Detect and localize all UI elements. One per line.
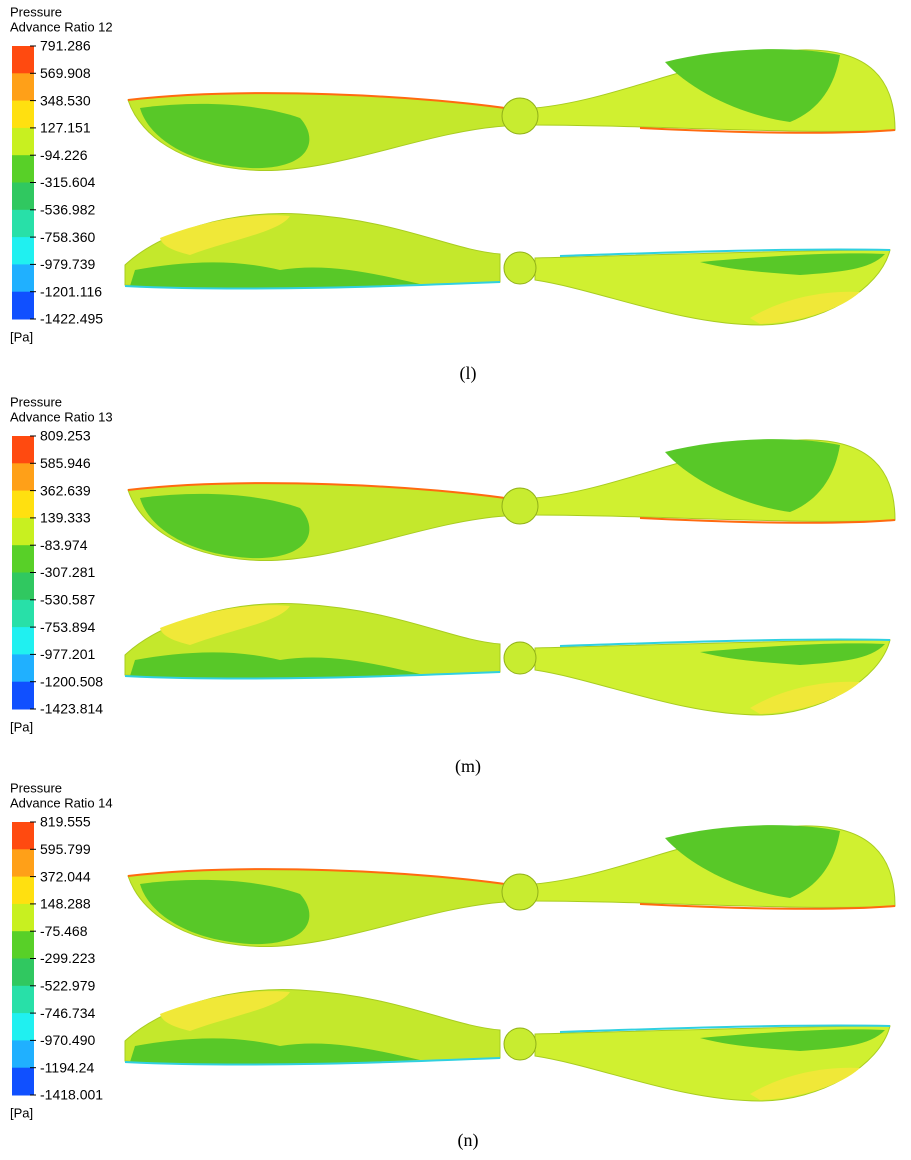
legend-level: 127.151 <box>40 120 91 136</box>
hub <box>502 874 538 910</box>
color-band <box>12 822 34 850</box>
legend-subtitle: Advance Ratio 14 <box>10 795 113 810</box>
color-band <box>12 264 34 292</box>
legend-level: 819.555 <box>40 814 91 830</box>
legend-level: -746.734 <box>40 1005 95 1021</box>
legend-level: -299.223 <box>40 950 95 966</box>
color-band <box>12 128 34 156</box>
propeller-bottom <box>125 214 890 325</box>
propeller-bottom <box>125 990 890 1101</box>
propeller-top <box>128 49 895 170</box>
legend-subtitle: Advance Ratio 12 <box>10 19 113 34</box>
legend-subtitle: Advance Ratio 13 <box>10 409 113 424</box>
legend-level: -758.360 <box>40 229 95 245</box>
color-band <box>12 600 34 628</box>
color-band <box>12 101 34 129</box>
unit-label: [Pa] <box>10 1105 33 1120</box>
pressure-zone <box>140 104 309 168</box>
legend-level: -75.468 <box>40 923 88 939</box>
legend-level: 569.908 <box>40 65 91 81</box>
pressure-zone <box>140 494 309 558</box>
legend-level: -979.739 <box>40 256 95 272</box>
color-band <box>12 654 34 682</box>
legend-level: -307.281 <box>40 564 95 580</box>
unit-label: [Pa] <box>10 329 33 344</box>
color-band <box>12 155 34 183</box>
hub <box>504 1028 536 1060</box>
legend-level: 148.288 <box>40 896 91 912</box>
propeller-top <box>128 825 895 946</box>
legend-level: -315.604 <box>40 174 95 190</box>
legend-level: 809.253 <box>40 428 91 444</box>
legend-level: -530.587 <box>40 592 95 608</box>
color-band <box>12 210 34 238</box>
legend-title: Pressure <box>10 4 62 19</box>
legend-level: -977.201 <box>40 646 95 662</box>
color-band <box>12 849 34 877</box>
legend-level: 139.333 <box>40 510 91 526</box>
legend-level: -970.490 <box>40 1032 95 1048</box>
hub <box>504 642 536 674</box>
legend-level: -1423.814 <box>40 701 103 717</box>
caption: (n) <box>458 1130 479 1151</box>
legend-level: -83.974 <box>40 537 88 553</box>
legend-level: 595.799 <box>40 841 91 857</box>
propeller-bottom <box>125 604 890 715</box>
color-band <box>12 436 34 464</box>
legend-level: 372.044 <box>40 868 91 884</box>
hub <box>504 252 536 284</box>
hub <box>502 488 538 524</box>
caption: (m) <box>455 756 481 777</box>
color-band <box>12 183 34 211</box>
color-band <box>12 73 34 101</box>
pressure-zone <box>140 880 309 944</box>
legend-level: 791.286 <box>40 38 91 54</box>
color-band <box>12 1068 34 1096</box>
legend-level: -1418.001 <box>40 1087 103 1103</box>
unit-label: [Pa] <box>10 719 33 734</box>
propeller-top <box>128 439 895 560</box>
color-band <box>12 545 34 573</box>
color-band <box>12 904 34 932</box>
color-band <box>12 491 34 519</box>
color-band <box>12 463 34 491</box>
legend-level: 585.946 <box>40 455 91 471</box>
legend-level: -1200.508 <box>40 673 103 689</box>
legend-level: -536.982 <box>40 202 95 218</box>
legend-title: Pressure <box>10 780 62 795</box>
color-band <box>12 237 34 265</box>
legend-level: -522.979 <box>40 978 95 994</box>
legend-level: -1194.24 <box>40 1059 94 1075</box>
color-band <box>12 573 34 601</box>
hub <box>502 98 538 134</box>
color-band <box>12 627 34 655</box>
legend-level: -94.226 <box>40 147 88 163</box>
legend-level: 348.530 <box>40 92 91 108</box>
color-band <box>12 877 34 905</box>
legend-level: -1422.495 <box>40 311 103 327</box>
color-band <box>12 959 34 987</box>
caption: (l) <box>460 363 477 384</box>
panel: PressureAdvance Ratio 12 791.286 569.908 34… <box>10 4 895 384</box>
color-band <box>12 46 34 74</box>
color-band <box>12 1040 34 1068</box>
color-band <box>12 986 34 1014</box>
figure: PressureAdvance Ratio 12791.286569.90834… <box>0 0 911 1160</box>
legend-title: Pressure <box>10 394 62 409</box>
color-band <box>12 931 34 959</box>
color-band <box>12 1013 34 1041</box>
legend-level: -753.894 <box>40 619 95 635</box>
legend-level: -1201.116 <box>40 283 102 299</box>
color-band <box>12 292 34 320</box>
color-band <box>12 682 34 710</box>
legend-level: 362.639 <box>40 482 91 498</box>
color-band <box>12 518 34 546</box>
